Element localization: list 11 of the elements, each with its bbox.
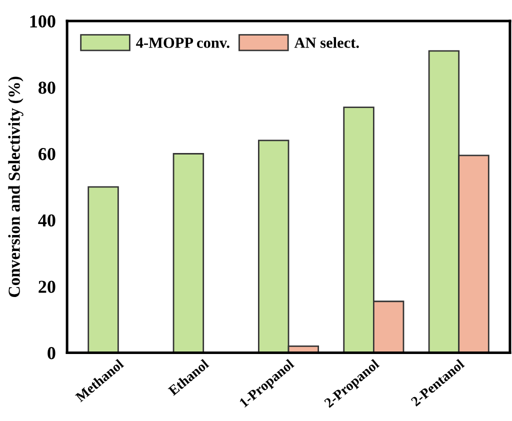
y-axis-title: Conversion and Selectivity (%) bbox=[8, 76, 24, 297]
legend-label: AN select. bbox=[294, 37, 359, 48]
bar bbox=[172, 153, 204, 353]
y-tick-label: 100 bbox=[30, 15, 56, 28]
y-tick-label: 40 bbox=[38, 214, 56, 227]
y-tick-label: 20 bbox=[38, 280, 56, 293]
legend-label: 4-MOPP conv. bbox=[136, 38, 230, 48]
y-tick-label: 0 bbox=[48, 347, 56, 360]
y-tick-label: 60 bbox=[38, 148, 56, 160]
bar bbox=[88, 186, 119, 353]
y-tick-label: 80 bbox=[38, 82, 56, 94]
